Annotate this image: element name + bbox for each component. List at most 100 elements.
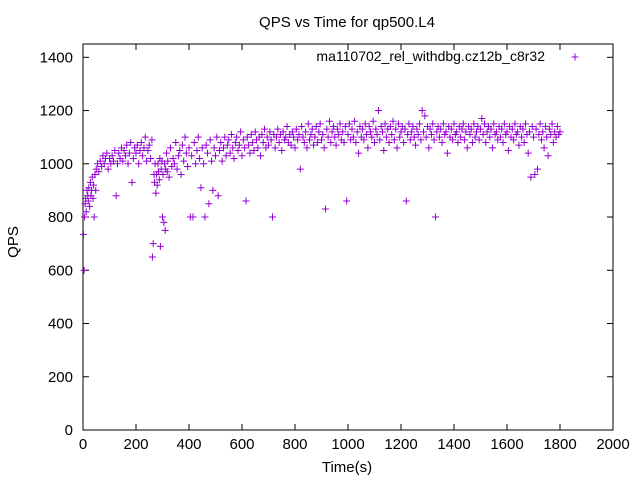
data-point xyxy=(401,125,409,133)
data-point xyxy=(461,136,469,144)
y-tick-label: 1200 xyxy=(40,103,73,120)
data-point xyxy=(247,131,255,139)
data-point xyxy=(272,133,280,141)
data-point xyxy=(202,141,210,149)
data-point xyxy=(531,170,539,178)
data-point xyxy=(90,213,98,221)
data-point xyxy=(333,125,341,133)
data-point xyxy=(292,125,300,133)
data-point xyxy=(174,152,182,160)
data-point xyxy=(128,178,136,186)
data-point xyxy=(198,144,206,152)
data-point xyxy=(127,138,135,146)
data-point xyxy=(296,165,304,173)
data-point xyxy=(544,152,552,160)
data-point xyxy=(257,152,265,160)
plot-border xyxy=(82,43,614,431)
data-point xyxy=(89,194,97,202)
data-point xyxy=(343,197,351,205)
x-tick-label: 600 xyxy=(229,436,254,453)
data-point xyxy=(242,197,250,205)
data-point xyxy=(377,123,385,131)
data-point xyxy=(528,123,536,131)
data-point xyxy=(271,144,279,152)
y-tick-label: 200 xyxy=(48,369,73,386)
data-point xyxy=(540,144,548,152)
data-point xyxy=(166,144,174,152)
data-point xyxy=(103,149,111,157)
y-tick-label: 800 xyxy=(48,209,73,226)
data-point xyxy=(533,165,541,173)
data-point xyxy=(172,138,180,146)
data-point xyxy=(312,123,320,131)
data-point xyxy=(453,128,461,136)
data-point xyxy=(259,138,267,146)
data-point xyxy=(359,125,367,133)
data-point xyxy=(328,128,336,136)
data-point xyxy=(397,128,405,136)
data-point xyxy=(149,240,157,248)
data-point xyxy=(162,149,170,157)
data-point xyxy=(341,123,349,131)
data-point xyxy=(427,131,435,139)
data-point xyxy=(380,146,388,154)
y-axis: 0 200 400 600 800 1000 1200 1400 xyxy=(40,49,613,439)
data-point xyxy=(331,133,339,141)
data-point xyxy=(438,138,446,146)
data-point xyxy=(530,133,537,141)
data-point xyxy=(82,208,90,216)
data-point xyxy=(136,146,144,154)
legend: ma110702_rel_withdbg.cz12b_c8r32 xyxy=(316,48,579,64)
data-point xyxy=(222,152,230,160)
data-point xyxy=(282,133,290,141)
data-point xyxy=(486,133,494,141)
data-point xyxy=(426,125,434,133)
x-tick-label: 400 xyxy=(176,436,201,453)
data-point xyxy=(515,141,523,149)
data-point xyxy=(324,133,332,141)
data-point xyxy=(230,154,238,162)
data-point xyxy=(316,120,324,128)
data-point xyxy=(518,133,526,141)
data-point xyxy=(367,128,375,136)
data-point xyxy=(548,120,556,128)
data-point xyxy=(414,131,422,139)
data-point xyxy=(193,146,201,154)
x-tick-label: 2000 xyxy=(596,436,629,453)
data-point xyxy=(549,138,557,146)
data-point xyxy=(148,136,156,144)
data-point xyxy=(141,133,149,141)
data-point xyxy=(400,138,408,146)
data-point xyxy=(266,128,274,136)
data-point xyxy=(100,160,108,168)
data-point xyxy=(111,146,119,154)
data-point xyxy=(388,131,396,139)
data-point xyxy=(499,138,507,146)
data-point xyxy=(113,160,121,168)
data-point xyxy=(478,115,486,123)
data-point xyxy=(229,144,237,152)
data-point xyxy=(503,128,511,136)
data-point xyxy=(182,149,190,157)
data-point xyxy=(125,149,133,157)
data-point xyxy=(431,213,439,221)
data-point xyxy=(482,138,490,146)
data-point xyxy=(396,133,404,141)
x-tick-label: 200 xyxy=(123,436,148,453)
data-point xyxy=(137,138,145,146)
data-point xyxy=(143,157,151,165)
data-point xyxy=(263,133,271,141)
data-point xyxy=(457,133,465,141)
data-point xyxy=(479,131,487,139)
data-point xyxy=(139,152,147,160)
y-tick-label: 0 xyxy=(65,422,73,439)
data-point xyxy=(385,138,393,146)
data-point xyxy=(508,125,516,133)
data-point xyxy=(294,136,302,144)
data-point xyxy=(511,120,519,128)
data-point xyxy=(180,157,188,165)
data-point xyxy=(178,141,186,149)
data-point xyxy=(267,136,275,144)
data-point xyxy=(237,128,245,136)
data-point xyxy=(345,120,353,128)
